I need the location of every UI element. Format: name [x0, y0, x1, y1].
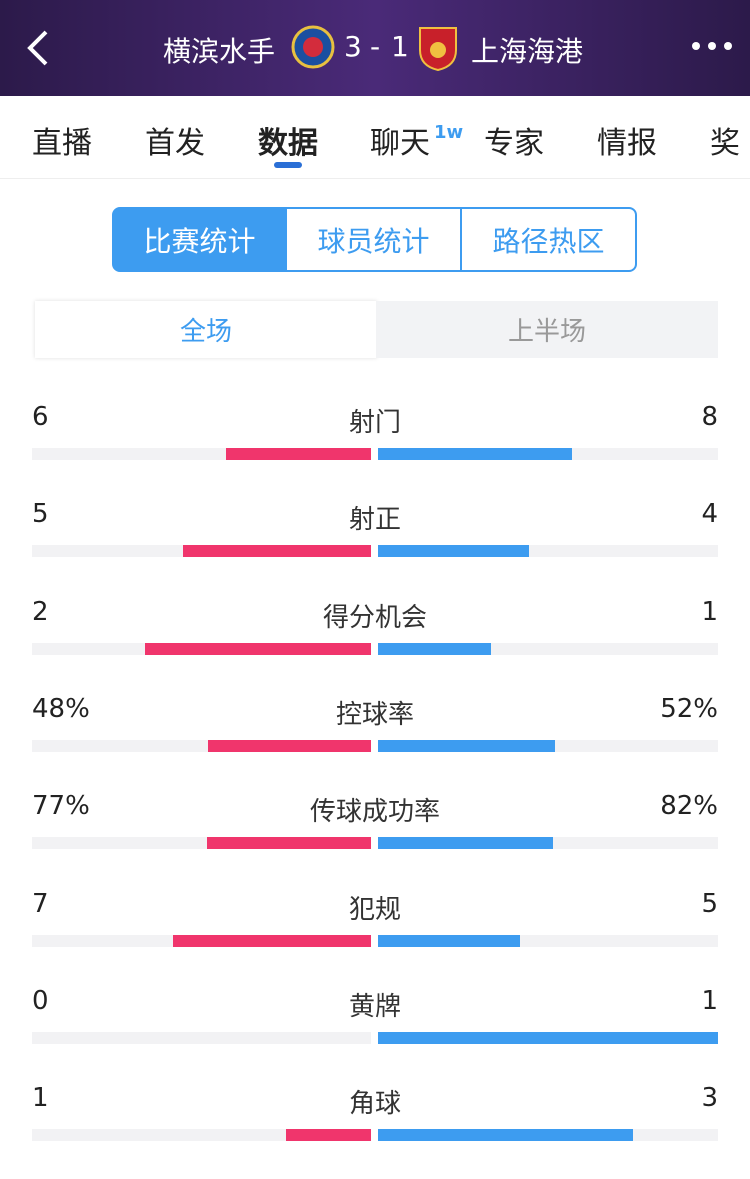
stat-name: 得分机会 — [322, 602, 427, 633]
away-bar — [378, 934, 520, 947]
away-bar — [378, 642, 492, 655]
tab[interactable]: 聊天 — [370, 126, 430, 161]
stat-name: 角球 — [348, 1089, 401, 1120]
home-bar — [145, 642, 371, 655]
tab[interactable]: 直播 — [32, 126, 92, 161]
stat-name: 射正 — [348, 505, 401, 536]
home-score: 3 — [344, 30, 362, 63]
segment[interactable]: 比赛统计 — [112, 207, 287, 272]
away-value: 1 — [701, 985, 718, 1016]
home-value: 6 — [32, 402, 49, 432]
away-value: 4 — [701, 499, 718, 530]
away-bar — [378, 545, 530, 558]
home-bar — [206, 837, 371, 850]
away-bar — [378, 1031, 718, 1044]
home-value: 2 — [32, 596, 49, 627]
away-team: 上海海港 — [471, 35, 584, 68]
home-team: 横滨水手 — [163, 35, 276, 68]
home-bar — [286, 1129, 371, 1142]
away-bar — [378, 448, 573, 460]
home-bar — [225, 448, 371, 460]
away-score: 1 — [391, 30, 409, 63]
tab[interactable]: 专家 — [484, 126, 544, 161]
away-bar — [378, 837, 554, 850]
stat-name: 射门 — [348, 408, 401, 438]
away-bar — [378, 1129, 633, 1142]
home-logo — [291, 25, 335, 69]
away-logo — [419, 27, 457, 72]
divider — [0, 178, 750, 179]
active-underline — [274, 162, 302, 168]
badge: 1w — [434, 122, 464, 143]
away-value: 1 — [701, 596, 718, 627]
period-tab[interactable]: 上半场 — [376, 301, 718, 358]
tab[interactable]: 奖 — [710, 126, 740, 161]
home-value: 1 — [32, 1083, 49, 1114]
tab[interactable]: 数据 — [258, 126, 318, 161]
home-bar — [208, 739, 371, 752]
home-value: 48% — [32, 693, 90, 724]
tab[interactable]: 首发 — [145, 126, 205, 161]
segment[interactable]: 路径热区 — [462, 207, 637, 272]
tab[interactable]: 情报 — [597, 126, 657, 161]
more-button[interactable] — [690, 38, 734, 54]
home-value: 7 — [32, 888, 49, 919]
stat-name: 传球成功率 — [309, 797, 440, 828]
home-bar — [173, 934, 371, 947]
stat-name: 犯规 — [348, 894, 401, 925]
home-track — [32, 1031, 371, 1044]
segment[interactable]: 球员统计 — [287, 207, 462, 272]
stat-name: 黄牌 — [348, 991, 401, 1022]
match-header — [0, 0, 750, 96]
home-bar — [182, 545, 371, 558]
away-value: 8 — [701, 402, 718, 432]
away-value: 82% — [660, 791, 718, 822]
stat-name: 控球率 — [335, 699, 414, 730]
away-bar — [378, 739, 555, 752]
away-value: 3 — [701, 1083, 718, 1114]
back-button[interactable] — [24, 28, 54, 68]
away-value: 52% — [660, 693, 718, 724]
home-value: 5 — [32, 499, 49, 530]
score-separator: - — [370, 30, 381, 63]
away-value: 5 — [701, 888, 718, 919]
home-value: 77% — [32, 791, 90, 822]
period-tab[interactable]: 全场 — [35, 301, 377, 358]
home-value: 0 — [32, 985, 49, 1016]
